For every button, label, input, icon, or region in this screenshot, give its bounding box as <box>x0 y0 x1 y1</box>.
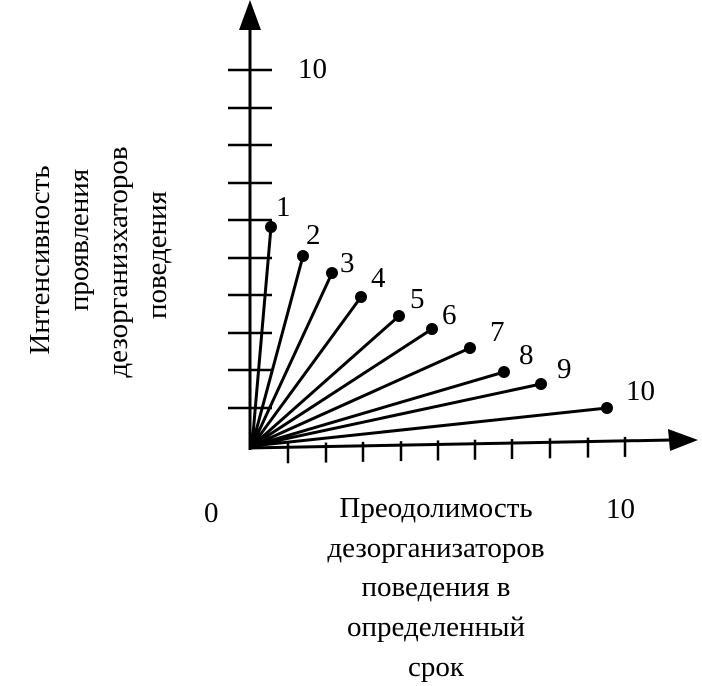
y-axis-title-line-4: поведения <box>141 191 173 319</box>
x-axis-title: Преодолимость дезорганизаторов поведения… <box>327 492 544 683</box>
ray-line-7 <box>250 346 472 448</box>
x-axis-title-line-5: срок <box>408 651 465 683</box>
ray-label-8: 8 <box>519 339 534 371</box>
x-axis-title-line-2: дезорганизаторов <box>327 532 544 564</box>
ray-line-3 <box>250 271 334 448</box>
ray-line-1 <box>250 225 273 448</box>
x-axis-title-line-4: определенный <box>347 611 525 643</box>
ray-label-2: 2 <box>306 219 321 251</box>
ray-label-1: 1 <box>276 191 291 223</box>
ray-label-10: 10 <box>626 375 655 407</box>
x-axis-arrowhead <box>668 429 698 451</box>
ray-line-10 <box>250 406 609 448</box>
ray-endpoint-10 <box>601 402 613 414</box>
y-axis-title-line-2: проявления <box>63 169 95 311</box>
ray-endpoint-7 <box>464 342 476 354</box>
x-axis-title-line-3: поведения в <box>362 571 511 603</box>
rays-group: 123 45 6 78 9 10 <box>250 191 655 448</box>
y-axis-title-line-1: Интенсивность <box>24 165 56 354</box>
ray-endpoint-5 <box>393 310 405 322</box>
ray-endpoint-9 <box>535 378 547 390</box>
ray-endpoint-8 <box>498 366 510 378</box>
x-axis-line <box>249 438 673 450</box>
ray-label-6: 6 <box>442 299 457 331</box>
ray-endpoint-1 <box>265 221 277 233</box>
ray-line-5 <box>250 314 401 448</box>
ray-label-5: 5 <box>410 283 425 315</box>
x-axis-title-line-1: Преодолимость <box>339 492 532 524</box>
x-max-label: 10 <box>606 493 635 525</box>
y-max-label: 10 <box>298 53 327 85</box>
ray-endpoint-2 <box>297 250 309 262</box>
ray-endpoint-6 <box>426 323 438 335</box>
y-axis-title-line-3: дезорганизхаторов <box>102 146 134 377</box>
origin-label: 0 <box>204 497 219 529</box>
ray-line-4 <box>250 295 363 448</box>
ray-line-6 <box>250 327 434 448</box>
y-axis-title: Интенсивность проявления дезорганизхатор… <box>24 146 173 377</box>
ray-label-7: 7 <box>490 316 505 348</box>
ray-line-8 <box>250 370 506 448</box>
ray-label-4: 4 <box>371 262 386 294</box>
ray-line-9 <box>250 382 543 448</box>
ray-endpoint-3 <box>326 267 338 279</box>
ray-endpoint-4 <box>355 291 367 303</box>
ray-label-3: 3 <box>340 247 355 279</box>
y-axis-arrowhead <box>239 0 261 30</box>
ray-label-9: 9 <box>557 353 572 385</box>
axis-ticks <box>228 68 627 464</box>
ray-line-2 <box>250 254 305 448</box>
